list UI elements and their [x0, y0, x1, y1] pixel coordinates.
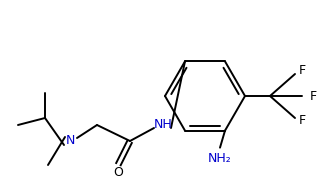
- Text: NH: NH: [154, 119, 172, 131]
- Text: NH₂: NH₂: [208, 152, 232, 165]
- Text: F: F: [298, 113, 306, 126]
- Text: N: N: [65, 135, 75, 147]
- Text: O: O: [113, 166, 123, 179]
- Text: F: F: [298, 63, 306, 76]
- Text: F: F: [310, 90, 316, 102]
